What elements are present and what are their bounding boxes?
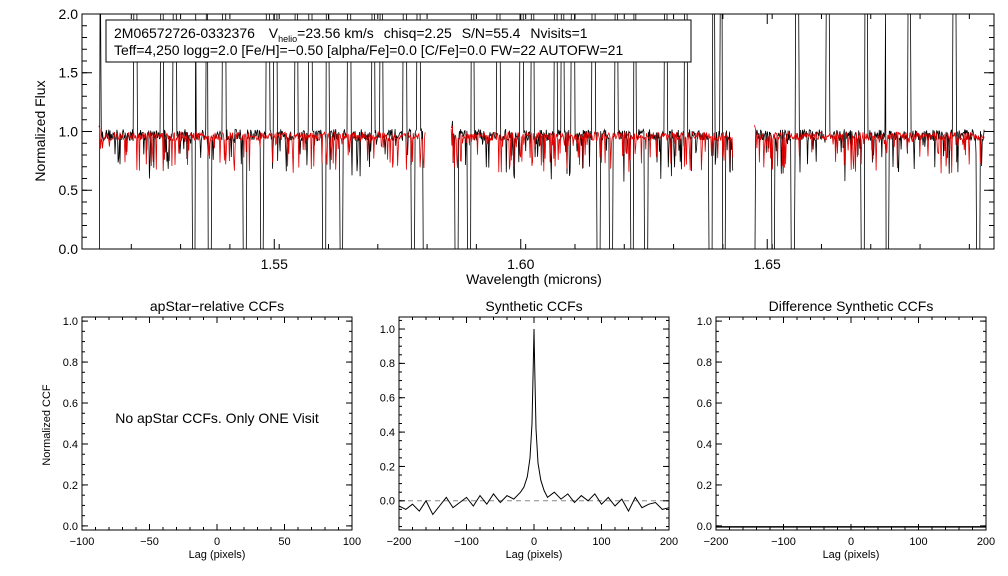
difference-ccf-ytick-label: 0.2	[697, 480, 712, 492]
difference-ccf-ytick-label: 0.6	[697, 398, 712, 410]
chisq-value: chisq=2.25	[384, 25, 452, 41]
apstar-ccf-title: apStar−relative CCFs	[150, 298, 284, 314]
spectrum-xlabel: Wavelength (microns)	[466, 271, 602, 287]
vhelio-label: V	[269, 25, 279, 41]
synthetic-ccf-ytick-label: 0.0	[380, 496, 395, 508]
synthetic-ccf-ytick-label: 0.6	[380, 393, 395, 405]
apstar-ccf-ytick-label: 0.8	[63, 357, 78, 369]
difference-ccf-xtick-label: 200	[977, 536, 995, 548]
apstar-ccf-panel: apStar−relative CCFs −100 −50 0 50 100 0.0 0.2…	[41, 298, 361, 561]
spectrum-info-line1: 2M06572726-0332376 Vhelio=23.56 km/s chi…	[114, 25, 588, 44]
apstar-ccf-ytick-label: 0.0	[63, 521, 78, 533]
spectrum-xtick-label: 1.60	[507, 256, 534, 272]
difference-ccf-ytick-label: 0.4	[697, 439, 712, 451]
difference-ccf-xtick-label: 100	[909, 536, 927, 548]
apstar-ccf-xlabel: Lag (pixels)	[189, 549, 246, 561]
nvisits-value: Nvisits=1	[530, 25, 587, 41]
apstar-ccf-xtick-label: 0	[214, 536, 220, 548]
difference-ccf-ytick-label: 1.0	[697, 316, 712, 328]
synthetic-ccf-xtick-label: 200	[660, 536, 678, 548]
synthetic-spectrum-line	[98, 124, 985, 174]
spectrum-ytick-label: 0.5	[59, 182, 79, 198]
apstar-ccf-xtick-label: −100	[70, 536, 95, 548]
difference-ccf-xtick-label: −200	[704, 536, 729, 548]
synthetic-ccf-ytick-label: 0.2	[380, 461, 395, 473]
no-apstar-message: No apStar CCFs. Only ONE Visit	[115, 410, 319, 426]
vhelio-value: =23.56 km/s	[297, 25, 374, 41]
synthetic-ccf-xtick-label: −200	[387, 536, 412, 548]
difference-ccf-ytick-label: 0.0	[697, 521, 712, 533]
spectrum-panel: 1.55 1.60 1.65 0.0 0.5 1.0 1.5 2.0 Wavelength (…	[32, 6, 995, 287]
difference-ccf-xlabel: Lag (pixels)	[823, 549, 880, 561]
apstar-ccf-ytick-label: 0.6	[63, 398, 78, 410]
spectrum-ticks: 1.55 1.60 1.65 0.0 0.5 1.0 1.5 2.0	[59, 6, 994, 272]
difference-ccf-panel: Difference Synthetic CCFs −200 −100 0 100 20…	[697, 298, 995, 561]
apstar-ccf-xtick-label: 100	[343, 536, 361, 548]
spectrum-ylabel: Normalized Flux	[32, 80, 48, 181]
difference-ccf-xtick-label: −100	[771, 536, 796, 548]
synthetic-ccf-xtick-label: 0	[531, 536, 537, 548]
synthetic-spectrum-path	[98, 124, 985, 174]
spectrum-info-box	[105, 19, 692, 63]
synthetic-ccf-line	[398, 328, 670, 516]
synthetic-ccf-xtick-label: −100	[454, 536, 479, 548]
apstar-ccf-xtick-label: −50	[140, 536, 159, 548]
synthetic-ccf-ticks: −200 −100 0 100 200 0.0 0.2 0.4 0.6 0.8 1.0	[380, 317, 678, 548]
difference-ccf-axes-frame	[715, 316, 987, 531]
apstar-ccf-xtick-label: 50	[278, 536, 290, 548]
synthetic-ccf-title: Synthetic CCFs	[485, 298, 582, 314]
spectrum-info-line2: Teff=4,250 logg=2.0 [Fe/H]=−0.50 [alpha/…	[114, 42, 623, 58]
synthetic-ccf-ytick-label: 1.0	[380, 324, 395, 336]
spectrum-xtick-label: 1.55	[261, 256, 288, 272]
synthetic-ccf-xtick-label: 100	[592, 536, 610, 548]
vhelio-subscript: helio	[278, 34, 297, 44]
synthetic-ccf-xlabel: Lag (pixels)	[506, 549, 563, 561]
apstar-ccf-ytick-label: 0.2	[63, 480, 78, 492]
apstar-ccf-ytick-label: 0.4	[63, 439, 78, 451]
spectrum-xtick-label: 1.65	[754, 256, 781, 272]
synthetic-ccf-ytick-label: 0.8	[380, 358, 395, 370]
difference-ccf-title: Difference Synthetic CCFs	[769, 298, 934, 314]
synthetic-ccf-panel: Synthetic CCFs −200 −100 0 100 200 0.0 0.2 0.4 0…	[380, 298, 678, 561]
apstar-ccf-ytick-label: 1.0	[63, 316, 78, 328]
spectrum-ytick-label: 2.0	[59, 6, 79, 22]
star-id: 2M06572726-0332376	[114, 25, 255, 41]
apstar-ccf-ticks: −100 −50 0 50 100 0.0 0.2 0.4 0.6 0.8 1.0	[63, 316, 361, 548]
difference-ccf-ticks: −200 −100 0 100 200 0.0 0.2 0.4 0.6 0.8 1.0	[697, 316, 995, 548]
synthetic-ccf-ytick-label: 0.4	[380, 427, 395, 439]
difference-ccf-xtick-label: 0	[848, 536, 854, 548]
spectrum-ytick-label: 0.0	[59, 241, 79, 257]
apstar-ccf-ylabel: Normalized CCF	[41, 384, 53, 466]
difference-ccf-ytick-label: 0.8	[697, 357, 712, 369]
sn-value: S/N=55.4	[462, 25, 521, 41]
spectrum-ytick-label: 1.0	[59, 123, 79, 139]
spectrum-ytick-label: 1.5	[59, 65, 79, 81]
